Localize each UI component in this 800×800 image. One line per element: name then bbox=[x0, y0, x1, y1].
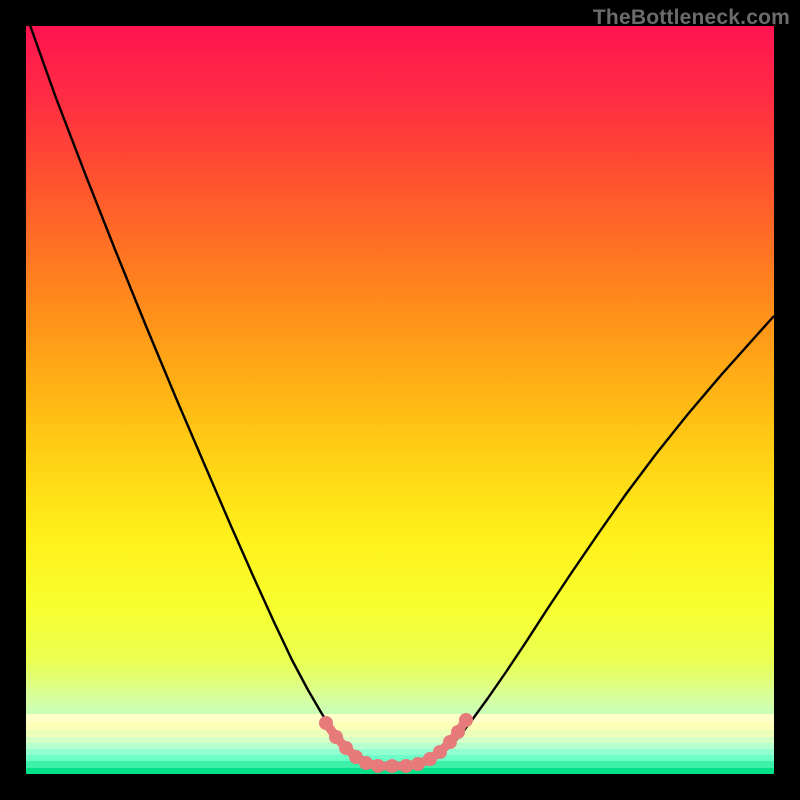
bottom-stripe bbox=[26, 714, 774, 722]
chart-svg bbox=[26, 26, 774, 774]
marker-dot bbox=[459, 713, 473, 727]
gradient-background bbox=[26, 26, 774, 774]
marker-dot bbox=[399, 759, 413, 773]
marker-dot bbox=[359, 756, 373, 770]
bottom-stripe bbox=[26, 743, 774, 749]
bottom-stripe bbox=[26, 755, 774, 761]
marker-dot bbox=[385, 759, 399, 773]
watermark-text: TheBottleneck.com bbox=[593, 6, 790, 30]
bottom-stripe bbox=[26, 737, 774, 743]
bottom-stripe bbox=[26, 730, 774, 737]
bottom-stripe bbox=[26, 749, 774, 755]
marker-dot bbox=[411, 757, 425, 771]
marker-dot bbox=[433, 745, 447, 759]
marker-dot bbox=[319, 716, 333, 730]
marker-dot bbox=[329, 730, 343, 744]
plot-area bbox=[26, 26, 774, 774]
marker-dot bbox=[371, 759, 385, 773]
marker-dot bbox=[451, 725, 465, 739]
bottom-stripe bbox=[26, 722, 774, 730]
